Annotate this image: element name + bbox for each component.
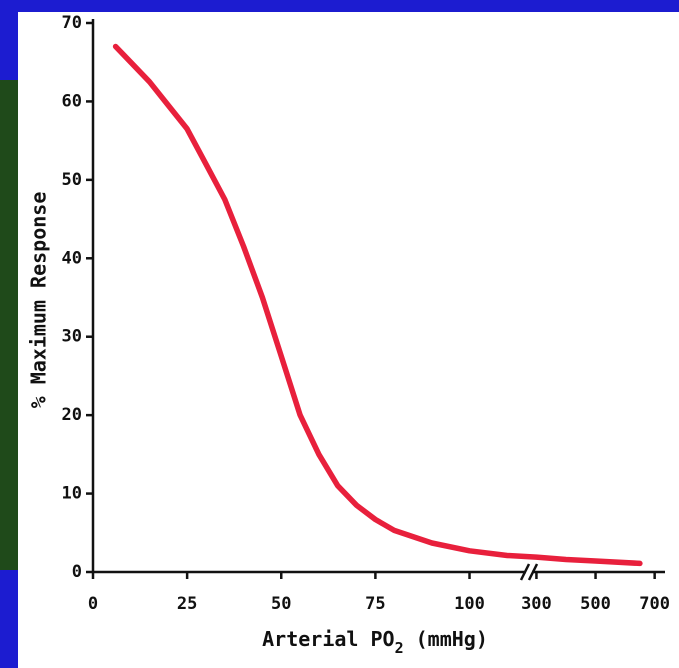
y-tick-label: 30 (62, 327, 82, 347)
x-tick-label: 25 (177, 594, 197, 614)
x-tick-label: 300 (521, 594, 552, 614)
x-label-subscript: 2 (395, 639, 404, 657)
y-tick-label: 10 (62, 484, 82, 504)
data-line (112, 43, 643, 567)
x-label-main: Arterial PO (262, 627, 394, 651)
x-label-unit: (mmHg) (416, 627, 488, 651)
y-tick-label: 70 (62, 13, 82, 33)
axis-break (527, 563, 539, 581)
y-tick-label: 0 (72, 562, 82, 582)
y-tick-label: 60 (62, 91, 82, 111)
x-tick-label: 500 (580, 594, 611, 614)
x-tick-label: 100 (454, 594, 485, 614)
y-tick-label: 50 (62, 170, 82, 190)
x-tick-label: 700 (639, 594, 670, 614)
y-tick-label: 40 (62, 248, 82, 268)
background-strip (0, 80, 18, 570)
x-tick-label: 75 (365, 594, 385, 614)
y-axis-label: % Maximum Response (27, 192, 51, 409)
x-tick-label: 50 (271, 594, 291, 614)
x-tick-label: 0 (88, 594, 98, 614)
axis-break (519, 563, 531, 581)
y-tick-label: 20 (62, 405, 82, 425)
x-axis-label: Arterial PO2 (mmHg) (262, 627, 488, 657)
plot-panel (18, 12, 679, 668)
